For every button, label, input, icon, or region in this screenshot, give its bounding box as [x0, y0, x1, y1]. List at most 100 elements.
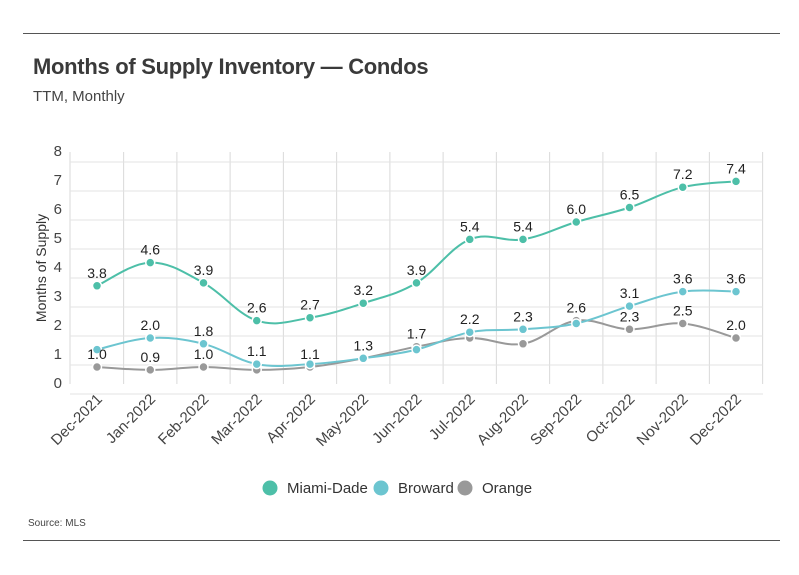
- data-point-orange: [145, 364, 156, 376]
- x-tick-label: Feb-2022: [155, 391, 212, 448]
- data-label-broward: 3.6: [726, 271, 746, 287]
- data-point-orange: [677, 318, 688, 329]
- data-label-broward: 3.6: [673, 271, 693, 287]
- data-point-broward: [145, 332, 156, 344]
- data-labels: 1.0 0.9 1.0 1.1 1.3 1.7 2.6 2.3 2.5 2.0 2.0 1.8 1.1 2…: [87, 160, 746, 365]
- y-tick-label: 8: [54, 143, 62, 160]
- data-point-miami-dade: [571, 216, 582, 228]
- y-tick-label: 3: [54, 288, 62, 305]
- x-tick-label: Dec-2022: [687, 391, 745, 449]
- data-point-miami-dade: [304, 312, 316, 323]
- data-label-orange: 2.5: [673, 303, 693, 319]
- data-point-orange: [198, 361, 209, 373]
- data-label-broward: 2.3: [513, 308, 533, 324]
- data-label-miami-dade: 5.4: [460, 218, 480, 234]
- x-tick-label: Nov-2022: [634, 391, 692, 449]
- legend-marker-miami-dade: [262, 480, 278, 496]
- data-label-miami-dade: 7.2: [673, 166, 693, 182]
- data-point-broward: [730, 286, 742, 297]
- data-label-miami-dade: 2.6: [247, 300, 267, 316]
- data-label-miami-dade: 2.7: [300, 297, 320, 313]
- x-tick-label: Oct-2022: [583, 391, 639, 447]
- data-label-orange: 1.1: [300, 346, 320, 362]
- x-tick-label: Jul-2022: [426, 391, 479, 444]
- data-label-broward: 3.1: [620, 285, 640, 301]
- y-tick-label: 7: [54, 172, 62, 189]
- data-label-broward: 2.2: [460, 311, 480, 327]
- data-point-miami-dade: [198, 277, 209, 289]
- x-tick-label: Jan-2022: [103, 391, 159, 447]
- data-point-orange: [517, 338, 529, 350]
- y-axis-label: Months of Supply: [33, 214, 49, 322]
- data-label-broward: 1.8: [194, 323, 214, 339]
- data-label-miami-dade: 3.2: [354, 282, 374, 298]
- data-label-orange: 1.0: [87, 346, 107, 362]
- data-label-orange: 0.9: [141, 349, 161, 365]
- chart-subtitle: TTM, Monthly: [33, 88, 125, 105]
- data-point-orange: [624, 324, 635, 335]
- data-point-broward: [411, 344, 422, 355]
- x-tick-label: Aug-2022: [474, 391, 532, 449]
- data-point-broward: [251, 358, 262, 370]
- x-tick-label: Dec-2021: [48, 391, 106, 449]
- legend-marker-orange: [457, 480, 473, 496]
- data-label-miami-dade: 3.9: [194, 262, 214, 278]
- data-point-broward: [677, 286, 688, 297]
- data-point-miami-dade: [91, 280, 103, 292]
- data-point-broward: [517, 324, 529, 335]
- y-tick-label: 4: [54, 259, 62, 276]
- y-tick-label: 5: [54, 230, 62, 247]
- data-label-orange: 2.6: [567, 300, 587, 316]
- legend-label-broward: Broward: [398, 480, 454, 497]
- data-label-miami-dade: 3.8: [87, 265, 107, 281]
- data-label-miami-dade: 6.0: [567, 201, 587, 217]
- series-group: [91, 176, 742, 376]
- data-point-broward: [91, 344, 103, 355]
- data-point-miami-dade: [624, 202, 635, 213]
- legend-label-miami-dade: Miami-Dade: [287, 480, 368, 497]
- data-point-miami-dade: [677, 181, 688, 193]
- data-label-miami-dade: 6.5: [620, 187, 640, 203]
- top-rule: [23, 33, 780, 34]
- data-point-miami-dade: [358, 297, 369, 309]
- data-point-miami-dade: [517, 234, 529, 245]
- data-point-miami-dade: [411, 277, 422, 289]
- source-note: Source: MLS: [28, 518, 86, 529]
- data-label-broward: 1.1: [247, 343, 267, 359]
- data-label-orange: 2.3: [620, 308, 640, 324]
- grid-lines: [69, 152, 764, 395]
- data-point-miami-dade: [730, 176, 742, 187]
- data-label-orange: 2.0: [726, 317, 746, 333]
- chart-title: Months of Supply Inventory — Condos: [33, 54, 429, 79]
- data-point-broward: [571, 318, 582, 329]
- y-tick-label: 6: [54, 201, 62, 218]
- legend-marker-broward: [373, 480, 389, 496]
- data-point-miami-dade: [145, 257, 156, 268]
- data-label-miami-dade: 7.4: [726, 160, 746, 176]
- data-label-orange: 1.0: [194, 346, 214, 362]
- legend-label-orange: Orange: [482, 480, 532, 497]
- data-point-orange: [91, 361, 103, 373]
- data-label-miami-dade: 3.9: [407, 262, 427, 278]
- data-point-orange: [730, 332, 742, 344]
- legend: Miami-Dade Broward Orange: [262, 480, 532, 497]
- data-label-miami-dade: 4.6: [141, 242, 161, 258]
- x-tick-label: Mar-2022: [208, 391, 265, 448]
- x-axis-ticks: Dec-2021Jan-2022Feb-2022Mar-2022Apr-2022…: [48, 391, 745, 450]
- data-point-broward: [624, 300, 635, 312]
- y-axis-ticks: 0 1 2 3 4 5 6 7 8: [54, 143, 62, 392]
- y-tick-label: 0: [54, 375, 62, 392]
- data-label-miami-dade: 5.4: [513, 218, 533, 234]
- y-tick-label: 2: [54, 317, 62, 334]
- data-label-orange: 1.3: [354, 337, 374, 353]
- data-point-broward: [358, 353, 369, 364]
- data-label-broward: 2.0: [141, 317, 161, 333]
- y-tick-label: 1: [54, 346, 62, 363]
- data-point-broward: [198, 338, 209, 350]
- data-point-broward: [464, 326, 475, 338]
- bottom-rule: [23, 540, 780, 541]
- data-label-orange: 1.7: [407, 326, 427, 342]
- data-point-miami-dade: [251, 315, 262, 326]
- x-tick-label: Jun-2022: [369, 391, 425, 447]
